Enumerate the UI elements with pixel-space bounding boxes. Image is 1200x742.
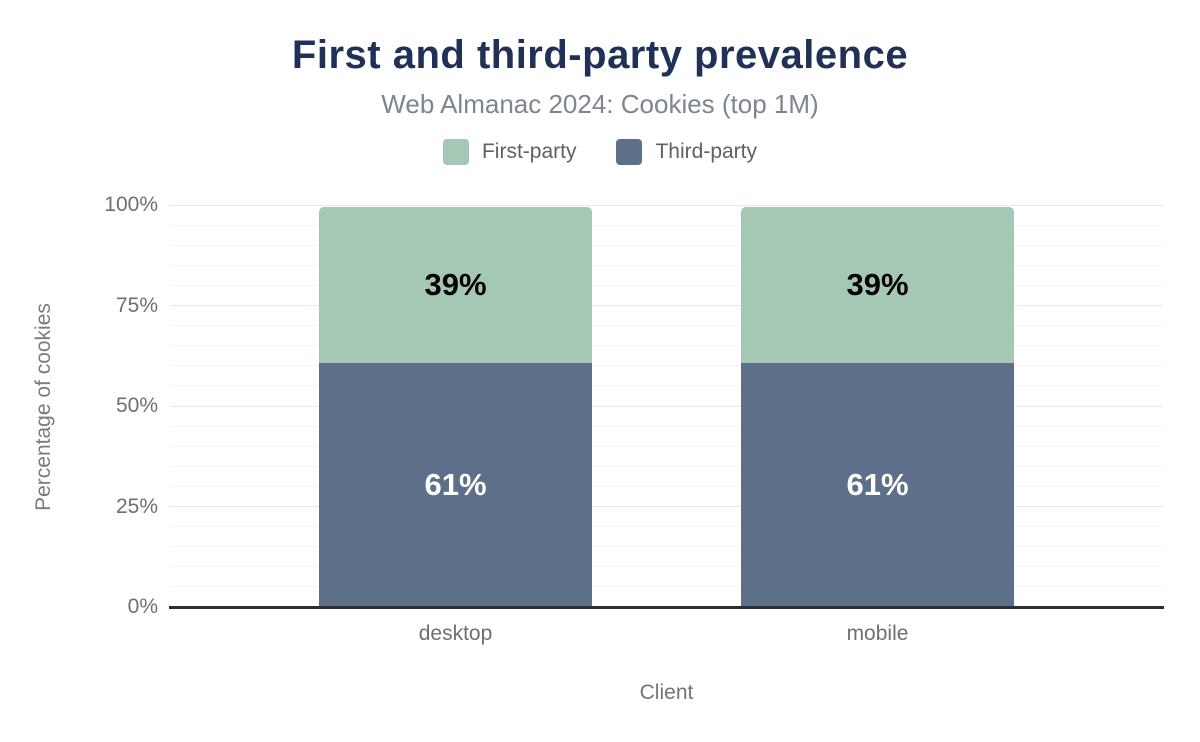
y-tick-label: 50% — [115, 394, 158, 417]
y-tick-label: 0% — [127, 595, 158, 618]
y-tick-label: 25% — [115, 494, 158, 518]
x-tick-label-desktop: desktop — [418, 622, 493, 645]
grid-line-minor — [170, 586, 1163, 588]
grid-line-major — [170, 405, 1163, 407]
legend-label: First-party — [481, 140, 577, 163]
grid-line-minor — [170, 385, 1163, 387]
chart-title: First and third-party prevalence — [291, 33, 909, 77]
legend: First-party Third-party — [0, 139, 1200, 165]
grid-line-minor — [170, 365, 1163, 367]
grid-line-minor — [170, 425, 1163, 427]
grid-line-minor — [170, 244, 1163, 246]
grid-line-minor — [170, 546, 1163, 548]
grid-line-minor — [170, 485, 1163, 487]
y-axis-title: Percentage of cookies — [32, 303, 55, 511]
segment-first-party-desktop[interactable] — [319, 207, 592, 364]
grid-line-major — [170, 506, 1163, 507]
y-tick-label: 75% — [115, 293, 158, 317]
segment-third-party-desktop[interactable] — [319, 363, 592, 607]
legend-item-first-party: First-party — [442, 139, 577, 165]
x-tick-label-mobile: mobile — [846, 622, 909, 645]
grid-line-minor — [170, 566, 1163, 568]
data-label-first-party-mobile: 39% — [846, 267, 909, 303]
legend-label: Third-party — [655, 140, 758, 163]
x-axis-line — [169, 606, 1164, 609]
data-label-third-party-mobile: 61% — [846, 467, 909, 503]
grid-line-minor — [170, 264, 1163, 266]
grid-line-minor — [170, 224, 1163, 226]
data-label-first-party-desktop: 39% — [424, 267, 487, 303]
grid-line-minor — [170, 345, 1163, 347]
y-tick-label: 100% — [104, 193, 158, 216]
grid-line-major — [170, 305, 1163, 306]
grid-line-minor — [170, 325, 1163, 327]
legend-swatch-first-party — [442, 139, 469, 165]
grid-line-minor — [170, 445, 1163, 447]
chart-subtitle: Web Almanac 2024: Cookies (top 1M) — [381, 89, 819, 119]
grid-line-minor — [170, 465, 1163, 467]
grid-line-major — [170, 204, 1163, 206]
legend-swatch-third-party — [616, 139, 643, 165]
legend-item-third-party: Third-party — [616, 139, 757, 165]
grid-line-minor — [170, 526, 1163, 528]
grid-line-minor — [170, 284, 1163, 286]
segment-first-party-mobile[interactable] — [741, 207, 1014, 364]
segment-third-party-mobile[interactable] — [741, 363, 1014, 607]
x-axis-title: Client — [639, 681, 694, 704]
data-label-third-party-desktop: 61% — [424, 467, 487, 503]
